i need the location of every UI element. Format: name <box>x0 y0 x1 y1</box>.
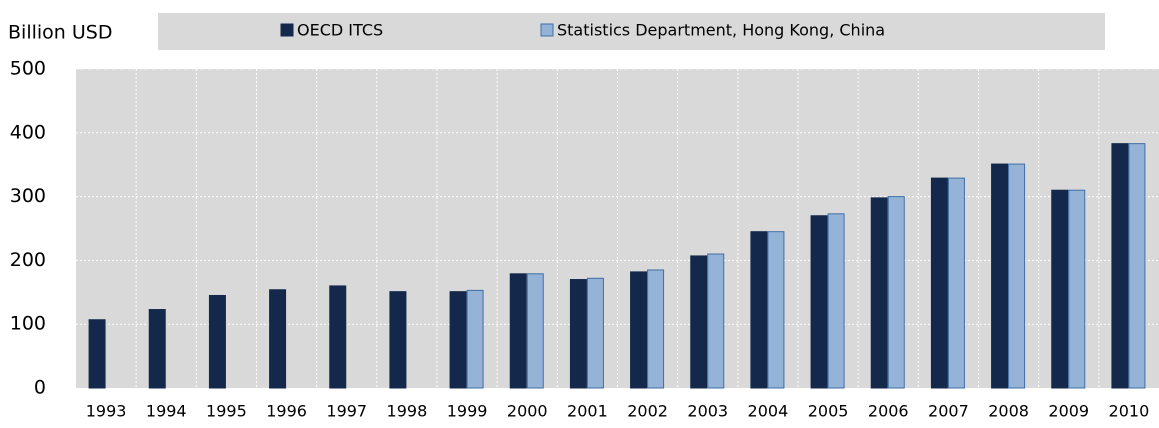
y-tick-label: 200 <box>10 249 46 271</box>
bar <box>329 285 347 389</box>
bar <box>647 269 665 389</box>
bar <box>1068 189 1086 389</box>
bar <box>526 273 544 389</box>
bar <box>586 277 604 389</box>
x-tick-label: 2003 <box>687 402 728 421</box>
x-tick-label: 2004 <box>748 402 789 421</box>
y-tick-label: 100 <box>10 313 46 335</box>
x-tick-label: 1993 <box>86 402 127 421</box>
bar <box>1051 189 1069 389</box>
x-tick-label: 1998 <box>387 402 428 421</box>
legend-label: OECD ITCS <box>297 21 383 40</box>
bar <box>707 253 725 389</box>
bar <box>767 231 785 389</box>
x-tick-label: 2009 <box>1048 402 1089 421</box>
x-tick-label: 1999 <box>447 402 488 421</box>
bar <box>148 309 166 389</box>
x-tick-label: 2000 <box>507 402 548 421</box>
x-tick-label: 2010 <box>1109 402 1150 421</box>
y-tick-label: 0 <box>34 377 46 399</box>
bar <box>1128 143 1146 389</box>
bar <box>690 255 708 389</box>
bar <box>389 291 407 389</box>
bar <box>887 196 905 389</box>
bar <box>208 294 226 389</box>
y-tick-label: 400 <box>10 121 46 143</box>
y-axis-label: Billion USD <box>8 22 112 44</box>
legend-swatch <box>280 23 294 37</box>
bar <box>1008 163 1026 389</box>
bar <box>991 163 1009 389</box>
bar <box>509 273 527 389</box>
x-tick-label: 2005 <box>808 402 849 421</box>
x-tick-label: 2008 <box>988 402 1029 421</box>
bar <box>1111 143 1129 389</box>
x-tick-label: 2007 <box>928 402 969 421</box>
legend-box <box>158 13 1105 50</box>
bar <box>750 231 768 389</box>
bar <box>569 279 587 389</box>
bar <box>930 177 948 389</box>
bar <box>449 291 467 389</box>
bar <box>947 177 965 389</box>
bar <box>870 197 888 389</box>
bar <box>88 319 106 389</box>
x-tick-label: 2001 <box>567 402 608 421</box>
legend-swatch <box>540 23 554 37</box>
x-tick-label: 2002 <box>627 402 668 421</box>
bar <box>466 289 484 389</box>
x-tick-label: 1997 <box>326 402 367 421</box>
x-tick-label: 1995 <box>206 402 247 421</box>
bar <box>269 289 287 389</box>
legend-label: Statistics Department, Hong Kong, China <box>557 21 885 40</box>
x-tick-label: 2006 <box>868 402 909 421</box>
x-tick-label: 1996 <box>266 402 307 421</box>
bar <box>827 213 845 389</box>
y-tick-label: 300 <box>10 185 46 207</box>
bar <box>810 215 828 389</box>
y-tick-label: 500 <box>10 58 46 80</box>
bar <box>630 271 648 389</box>
x-tick-label: 1994 <box>146 402 187 421</box>
